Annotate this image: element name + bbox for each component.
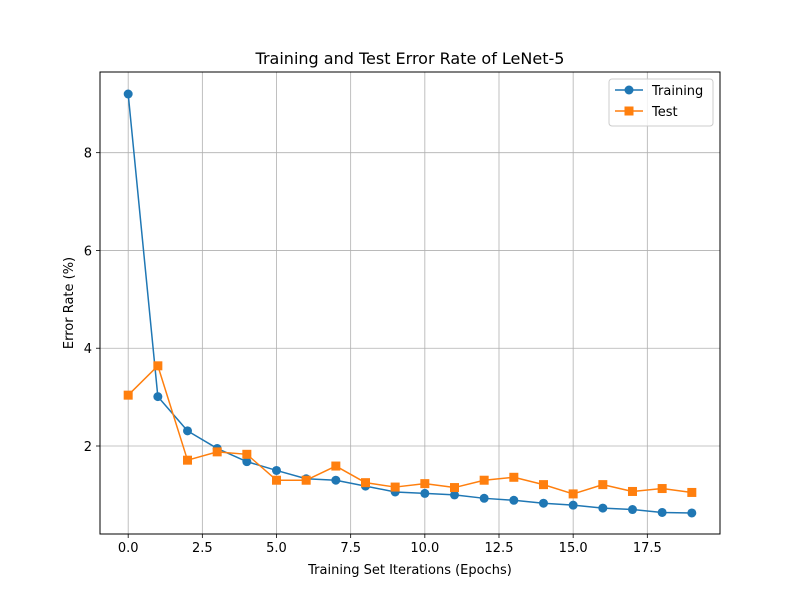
series-test-point [449, 483, 459, 493]
series-test-point [242, 449, 252, 459]
x-tick-label: 5.0 [266, 541, 287, 556]
ticks-layer: 0.0 2.5 5.0 7.5 10.0 12.5 15.0 17.5 2 4 6 8 [84, 147, 662, 556]
legend-training-marker [624, 85, 634, 95]
series-test-point [627, 486, 637, 496]
series-training-point [627, 505, 637, 515]
x-tick-label: 15.0 [559, 541, 588, 556]
x-tick-label: 7.5 [340, 541, 361, 556]
series-test-point [183, 455, 193, 465]
series-training-point [657, 507, 667, 517]
series-test-point [657, 484, 667, 494]
series-test-point [420, 479, 430, 489]
y-tick-label: 4 [84, 342, 92, 357]
series-training-point [272, 465, 282, 475]
series-test-point [598, 480, 608, 490]
series-test-point [361, 478, 371, 488]
series-training-point [449, 490, 459, 500]
chart-title: Training and Test Error Rate of LeNet-5 [255, 49, 565, 68]
series-training-point [153, 392, 163, 402]
series-training-point [687, 508, 697, 518]
x-axis-label: Training Set Iterations (Epochs) [307, 563, 512, 578]
series-test-point [479, 475, 489, 485]
legend-label-test: Test [651, 105, 678, 120]
legend-label-training: Training [651, 84, 703, 99]
grid-layer [100, 72, 720, 534]
series-training-point [598, 503, 608, 513]
x-tick-label: 10.0 [410, 541, 439, 556]
series-training-point [242, 457, 252, 467]
series-test-point [153, 361, 163, 371]
series-test-point [390, 482, 400, 492]
series-training-point [479, 493, 489, 503]
y-tick-label: 2 [84, 440, 92, 455]
series-test-point [687, 487, 697, 497]
x-tick-label: 2.5 [192, 541, 213, 556]
legend-test-marker [624, 106, 634, 116]
plot-frame [99, 71, 721, 535]
series-test-point [509, 472, 519, 482]
x-tick-label: 12.5 [485, 541, 514, 556]
series-training-point [538, 498, 548, 508]
series-test-line [127, 365, 692, 495]
series-training-point [183, 426, 193, 436]
series-test-point [568, 489, 578, 499]
series-training-point [331, 475, 341, 485]
series-test-point [331, 461, 341, 471]
series-training-point [123, 89, 133, 99]
series-test-point [272, 475, 282, 485]
y-tick-label: 6 [84, 244, 92, 259]
y-axis-label: Error Rate (%) [62, 257, 77, 349]
series-test-point [301, 475, 311, 485]
series-test-point [212, 447, 222, 457]
series-training-line [127, 93, 692, 514]
series-training-point [509, 495, 519, 505]
series-training-point [420, 488, 430, 498]
x-tick-label: 17.5 [633, 541, 662, 556]
series-test-point [538, 480, 548, 490]
x-tick-label: 0.0 [118, 541, 139, 556]
series-training-point [568, 500, 578, 510]
legend: Training Test [608, 78, 714, 127]
series-layer [123, 89, 697, 518]
y-tick-label: 8 [84, 147, 92, 162]
series-test-point [123, 390, 133, 400]
